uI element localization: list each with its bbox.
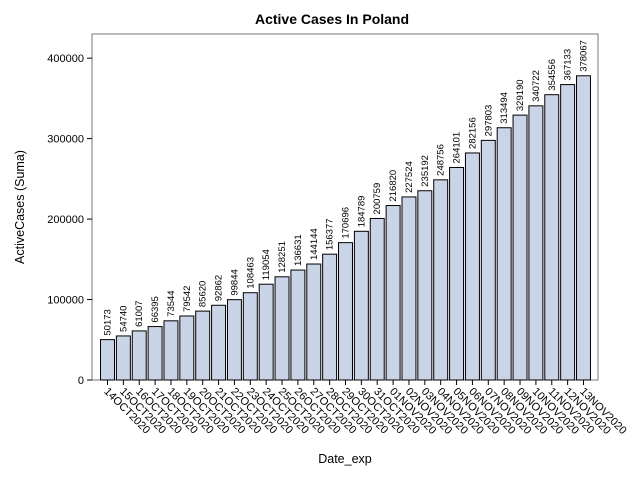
data-label: 92862 — [214, 275, 225, 301]
bar — [147, 326, 163, 381]
bar — [163, 320, 179, 381]
y-tick-label: 100000 — [47, 295, 84, 307]
y-axis: 0 100000 200000 300000 400000 — [47, 53, 92, 387]
bar — [449, 166, 465, 381]
data-label: 282156 — [467, 117, 478, 149]
bar — [433, 179, 449, 381]
data-label: 108463 — [245, 257, 256, 289]
bar — [544, 94, 560, 381]
bar — [290, 269, 306, 381]
bar — [258, 283, 274, 381]
data-label: 248756 — [436, 144, 447, 176]
x-axis-title: Date_exp — [318, 452, 372, 466]
data-label: 184789 — [356, 196, 367, 228]
data-label: 50173 — [103, 309, 114, 335]
data-label: 235192 — [420, 155, 431, 187]
data-label: 340722 — [531, 70, 542, 102]
data-label: 216820 — [388, 170, 399, 202]
bar — [211, 304, 227, 381]
data-label: 200759 — [372, 183, 383, 215]
bar — [100, 339, 115, 381]
bar — [338, 242, 353, 381]
bar — [496, 127, 512, 381]
bar — [131, 330, 147, 381]
bar — [179, 315, 195, 381]
bar — [274, 276, 290, 381]
data-label: 227524 — [404, 161, 415, 193]
y-axis-title: ActiveCases (Suma) — [13, 150, 27, 264]
data-label: 297803 — [483, 105, 494, 137]
data-label: 156377 — [325, 218, 336, 250]
bar — [385, 205, 401, 381]
bar — [115, 335, 131, 381]
x-axis: 14OCT202015OCT202016OCT202017OCT202018OC… — [101, 380, 629, 437]
data-label: 378067 — [579, 40, 590, 72]
data-label: 136631 — [293, 234, 304, 266]
data-label: 264101 — [452, 132, 463, 164]
bar — [464, 152, 480, 381]
data-label: 170696 — [341, 207, 352, 239]
bar — [480, 139, 496, 381]
bar-series: 50173 54740 61007 66395 73544 79542 85620 92862… — [100, 40, 591, 381]
bar — [195, 310, 211, 381]
data-label: 85620 — [198, 281, 209, 307]
bar — [226, 299, 242, 381]
data-label: 329190 — [515, 79, 526, 111]
bar — [401, 196, 417, 381]
data-label: 79542 — [182, 286, 193, 312]
bar — [528, 105, 544, 381]
bar — [242, 292, 258, 381]
bar — [353, 230, 369, 381]
data-label: 54740 — [118, 306, 129, 332]
data-label: 354556 — [547, 59, 558, 91]
data-label: 66395 — [150, 296, 161, 322]
y-tick-label: 0 — [78, 375, 84, 387]
data-label: 313494 — [499, 92, 510, 124]
data-label: 73544 — [166, 290, 177, 316]
bar — [576, 75, 591, 381]
data-label: 367133 — [563, 49, 574, 81]
data-label: 99844 — [229, 269, 240, 295]
data-label: 128251 — [277, 241, 288, 273]
data-label: 144144 — [309, 228, 320, 260]
bar — [560, 84, 576, 381]
y-tick-label: 200000 — [47, 214, 84, 226]
data-label: 61007 — [134, 300, 145, 326]
data-label: 119054 — [261, 249, 272, 280]
y-tick-label: 300000 — [47, 134, 84, 146]
bar — [417, 190, 433, 381]
bar — [322, 253, 338, 381]
chart-title: Active Cases In Poland — [255, 11, 409, 27]
y-tick-label: 400000 — [47, 53, 84, 65]
bar — [512, 114, 528, 381]
bar — [306, 263, 322, 381]
bar — [369, 217, 385, 381]
